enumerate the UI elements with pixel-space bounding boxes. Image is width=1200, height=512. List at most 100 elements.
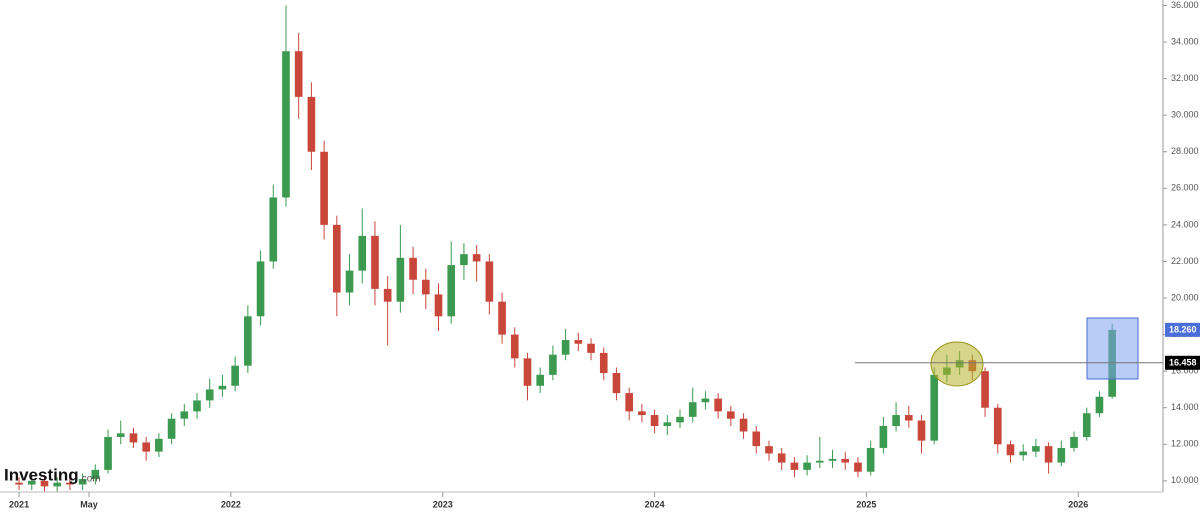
candle-body xyxy=(155,438,163,452)
candle-body xyxy=(523,358,532,386)
candle xyxy=(1019,444,1027,461)
price-label: 16.458 xyxy=(1169,358,1197,368)
candle xyxy=(1057,440,1066,467)
candle xyxy=(460,243,468,280)
candle xyxy=(27,475,36,490)
candle-body xyxy=(752,431,761,447)
candle-body xyxy=(333,224,341,293)
candle xyxy=(777,447,786,470)
candle-body xyxy=(231,365,239,386)
candle xyxy=(104,429,112,474)
candle-body xyxy=(193,400,201,412)
candle xyxy=(701,391,710,410)
x-tick-label: 2021 xyxy=(9,499,29,509)
candle-body xyxy=(256,261,265,317)
candle-body xyxy=(498,301,506,335)
candle xyxy=(91,464,100,485)
candle-body xyxy=(409,257,417,280)
candle xyxy=(78,473,87,490)
candle xyxy=(727,405,735,427)
candle xyxy=(53,477,62,492)
candle-body xyxy=(180,411,189,419)
candle xyxy=(816,436,824,469)
candle-body xyxy=(472,254,481,262)
candle xyxy=(447,241,456,324)
logo-text: Investing xyxy=(4,465,79,484)
candle-body xyxy=(116,433,125,437)
candle xyxy=(638,404,646,423)
candle xyxy=(142,436,150,461)
candle-body xyxy=(40,480,49,487)
x-tick-label: 2022 xyxy=(221,499,241,509)
candle xyxy=(396,224,405,313)
logo: Investing .com xyxy=(4,465,101,484)
candle-body xyxy=(612,372,621,394)
candle xyxy=(155,433,163,458)
candle-body xyxy=(167,418,176,439)
candle xyxy=(523,352,532,401)
candle-body xyxy=(549,354,557,375)
candle xyxy=(205,378,214,408)
candle xyxy=(129,427,138,448)
candle-body xyxy=(688,402,697,417)
candle xyxy=(510,327,519,368)
candle-body xyxy=(1070,436,1078,448)
candle xyxy=(269,184,278,269)
candle-body xyxy=(981,371,989,408)
candle xyxy=(282,5,290,207)
candle xyxy=(193,393,201,419)
x-tick-label: May xyxy=(80,499,98,509)
candle xyxy=(981,367,989,417)
candle-body xyxy=(15,482,23,485)
candle-body xyxy=(1032,446,1040,452)
candle xyxy=(231,356,239,392)
candle-body xyxy=(879,426,888,448)
candle xyxy=(167,413,176,445)
candle xyxy=(256,250,265,326)
candle xyxy=(866,440,875,476)
candle xyxy=(714,393,722,419)
candle xyxy=(536,367,545,394)
candle-body xyxy=(434,294,443,317)
highlight-box xyxy=(1086,317,1139,380)
candle-body xyxy=(460,254,468,266)
candle xyxy=(498,292,506,344)
candle xyxy=(1070,431,1078,452)
candle-body xyxy=(129,433,138,443)
candle xyxy=(930,367,939,445)
candle-body xyxy=(447,265,456,317)
candle xyxy=(434,283,443,331)
candle-body xyxy=(1044,446,1053,463)
candle xyxy=(765,440,773,461)
candle-body xyxy=(383,288,392,302)
candle xyxy=(549,345,557,381)
candle xyxy=(904,405,913,428)
candle xyxy=(574,332,583,352)
candle xyxy=(371,221,379,306)
candle-body xyxy=(1019,451,1027,456)
candle xyxy=(345,254,354,306)
candle-body xyxy=(1006,444,1015,456)
candle xyxy=(1044,442,1053,474)
candle-body xyxy=(536,374,545,386)
candle-body xyxy=(676,416,684,423)
candle xyxy=(244,305,252,373)
candle-body xyxy=(930,374,939,441)
candle xyxy=(1082,407,1091,441)
candle xyxy=(1032,438,1040,458)
candle xyxy=(421,268,430,309)
candle-body xyxy=(205,389,214,401)
candle xyxy=(688,387,697,423)
candle-body xyxy=(104,436,112,470)
candle-body xyxy=(803,462,811,470)
candle-body xyxy=(78,479,87,485)
candle-body xyxy=(714,398,722,412)
candle-body xyxy=(91,469,100,480)
candle xyxy=(803,455,811,476)
candle xyxy=(739,413,748,439)
candle xyxy=(307,82,316,171)
candle-body xyxy=(53,482,62,487)
candle-body xyxy=(866,447,875,472)
candle-body xyxy=(739,418,748,432)
